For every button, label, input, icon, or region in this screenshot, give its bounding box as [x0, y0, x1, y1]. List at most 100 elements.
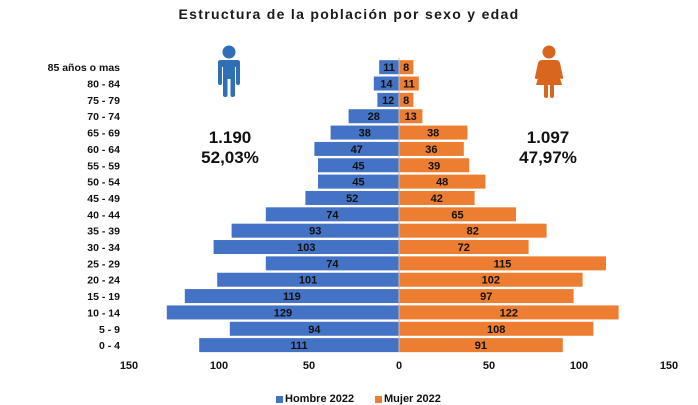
bar-label-male: 119 — [283, 291, 301, 303]
bar-label-female: 122 — [500, 307, 518, 319]
bar-label-male: 94 — [308, 324, 321, 336]
bar-label-male: 129 — [274, 307, 292, 319]
bar-female — [399, 158, 470, 173]
bar-female — [399, 109, 423, 124]
legend-item-female: Mujer 2022 — [375, 393, 441, 405]
bar-female — [399, 289, 574, 304]
bar-male — [166, 305, 399, 320]
bar-label-male: 12 — [382, 95, 394, 107]
legend-swatch-female — [375, 395, 382, 403]
x-tick-label: 50 — [483, 360, 495, 372]
bar-male — [213, 240, 399, 255]
bar-male — [305, 190, 399, 205]
x-tick-label: 150 — [120, 360, 138, 372]
bar-label-female: 42 — [431, 193, 443, 205]
bar-label-male: 111 — [291, 340, 308, 352]
category-labels: 85 años o mas 80 - 84 75 - 79 70 - 74 65 - 6… — [48, 62, 121, 352]
bar-female — [399, 141, 464, 156]
bar-male — [318, 174, 399, 189]
bar-female — [399, 60, 414, 75]
bar-label-female: 8 — [403, 95, 409, 107]
bar-male — [265, 207, 399, 222]
legend-label-male: Hombre 2022 — [285, 393, 355, 405]
bar-label-male: 74 — [326, 209, 339, 221]
female-total-percent: 47,97% — [519, 148, 577, 167]
category-label: 20 - 24 — [87, 275, 120, 287]
bar-male — [314, 141, 399, 156]
category-label: 80 - 84 — [87, 79, 120, 91]
category-label: 40 - 44 — [87, 209, 120, 221]
category-label: 35 - 39 — [87, 226, 120, 238]
bar-label-female: 13 — [405, 111, 417, 123]
category-label: 65 - 69 — [87, 128, 120, 140]
category-label: 0 - 4 — [99, 340, 120, 352]
female-total: 1.097 47,97% — [498, 128, 598, 168]
bar-label-female: 65 — [451, 209, 463, 221]
category-label: 70 - 74 — [87, 111, 120, 123]
bar-label-male: 101 — [299, 275, 317, 287]
bar-label-female: 97 — [480, 291, 492, 303]
bar-label-male: 11 — [383, 62, 395, 74]
male-total-percent: 52,03% — [201, 148, 259, 167]
category-label: 15 - 19 — [87, 291, 120, 303]
bar-male — [379, 60, 399, 75]
x-axis-tick-labels: 150 100 50 0 50 100 150 — [120, 360, 678, 372]
bar-female — [399, 338, 563, 353]
bar-label-female: 82 — [467, 226, 479, 238]
male-bars — [166, 60, 399, 353]
bar-label-female: 108 — [487, 324, 505, 336]
bar-label-female: 115 — [494, 258, 512, 270]
legend-swatch-male — [276, 395, 283, 403]
bar-label-female: 91 — [475, 340, 487, 352]
bar-male — [330, 125, 399, 140]
bar-label-female: 102 — [482, 275, 500, 287]
category-label: 85 años o mas — [48, 62, 121, 74]
female-bars — [399, 60, 619, 353]
bar-female — [399, 223, 547, 238]
female-person-icon — [534, 45, 564, 98]
bar-female — [399, 174, 486, 189]
bar-male — [373, 76, 399, 91]
legend-item-male: Hombre 2022 — [276, 393, 354, 405]
male-person-icon — [218, 45, 240, 97]
bar-label-female: 36 — [425, 144, 437, 156]
bar-label-male: 14 — [380, 79, 393, 91]
bar-male — [231, 223, 399, 238]
bar-label-male: 74 — [326, 258, 339, 270]
bar-label-female: 39 — [428, 160, 440, 172]
bar-male — [377, 92, 399, 107]
bar-male — [229, 321, 399, 336]
category-label: 60 - 64 — [87, 144, 120, 156]
bar-female — [399, 76, 419, 91]
bar-male — [348, 109, 399, 124]
bar-female — [399, 207, 516, 222]
bar-label-male: 45 — [352, 160, 364, 172]
bar-label-male: 52 — [346, 193, 358, 205]
bar-label-female: 72 — [458, 242, 470, 254]
x-tick-label: 50 — [303, 360, 315, 372]
bar-label-female: 38 — [427, 128, 439, 140]
bar-label-male: 93 — [309, 226, 321, 238]
bar-label-female: 8 — [403, 62, 409, 74]
bar-label-male: 38 — [359, 128, 371, 140]
category-label: 75 - 79 — [87, 95, 120, 107]
bar-male — [184, 289, 399, 304]
bar-label-female: 11 — [403, 79, 415, 91]
category-label: 50 - 54 — [87, 177, 120, 189]
x-tick-label: 150 — [660, 360, 678, 372]
x-tick-label: 100 — [210, 360, 228, 372]
bar-label-male: 47 — [351, 144, 363, 156]
bar-female — [399, 272, 583, 287]
bar-male — [217, 272, 399, 287]
bar-male — [318, 158, 399, 173]
bar-female — [399, 92, 414, 107]
bar-label-male: 45 — [352, 177, 364, 189]
bar-label-male: 103 — [297, 242, 315, 254]
male-total-count: 1.190 — [208, 128, 252, 147]
category-label: 25 - 29 — [87, 258, 120, 270]
category-label: 30 - 34 — [87, 242, 120, 254]
bar-female — [399, 190, 475, 205]
bar-female — [399, 240, 529, 255]
